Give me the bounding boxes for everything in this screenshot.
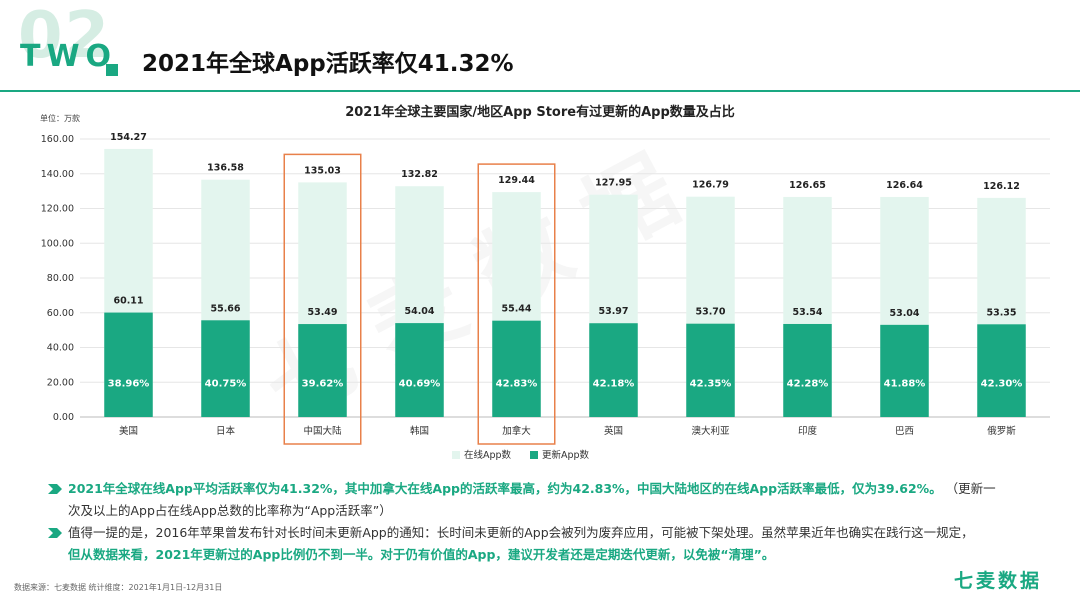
data-source: 数据来源：七麦数据 统计维度：2021年1月1日-12月31日 (14, 583, 223, 592)
value-label-online: 135.03 (304, 165, 341, 176)
y-tick-label: 80.00 (47, 273, 74, 284)
percent-label: 40.69% (399, 378, 441, 389)
bullet-text: 值得一提的是，2016年苹果曾发布针对长时间未更新App的通知：长时间未更新的A… (68, 525, 974, 540)
arrow-bullet-icon (48, 528, 62, 538)
value-label-online: 127.95 (595, 178, 632, 189)
page-title: 2021年全球App活跃率仅41.32% (142, 51, 514, 77)
y-tick-label: 120.00 (41, 204, 74, 215)
x-tick-label: 韩国 (410, 425, 429, 437)
bar-chart: 2021年全球主要国家/地区App Store有过更新的App数量及占比单位：万… (40, 104, 1050, 461)
unit-label: 单位：万款 (40, 113, 80, 123)
bar-updated-apps (492, 320, 541, 417)
legend-label-online: 在线App数 (464, 449, 512, 461)
value-label-updated: 53.70 (695, 307, 725, 318)
bullet-list: 2021年全球在线App平均活跃率仅为41.32%，其中加拿大在线App的活跃率… (44, 478, 1044, 566)
x-tick-label: 俄罗斯 (987, 425, 1016, 437)
value-label-online: 132.82 (401, 169, 438, 180)
percent-label: 42.18% (593, 378, 635, 389)
value-label-updated: 54.04 (404, 306, 434, 317)
percent-label: 41.88% (884, 378, 926, 389)
x-tick-label: 美国 (119, 425, 138, 437)
bar-updated-apps (104, 312, 153, 417)
y-tick-label: 40.00 (47, 343, 74, 354)
value-label-updated: 53.97 (598, 306, 628, 317)
value-label-online: 126.65 (789, 180, 826, 191)
percent-label: 38.96% (108, 378, 150, 389)
value-label-online: 136.58 (207, 163, 244, 174)
value-label-updated: 55.44 (501, 304, 531, 315)
bullet-text: 次及以上的App占在线App总数的比率称为“App活跃率”） (68, 503, 392, 518)
section-number: 02 (18, 0, 112, 73)
percent-label: 40.75% (205, 378, 247, 389)
section-label: TWO (20, 39, 118, 74)
value-label-updated: 53.54 (792, 307, 822, 318)
bar-updated-apps (298, 324, 347, 417)
value-label-online: 129.44 (498, 175, 535, 186)
chart-title: 2021年全球主要国家/地区App Store有过更新的App数量及占比 (345, 104, 735, 120)
percent-label: 42.28% (787, 378, 829, 389)
bullet-text: （更新一 (941, 481, 996, 496)
x-tick-label: 印度 (798, 425, 818, 437)
section-dot (106, 64, 118, 76)
bar-updated-apps (395, 323, 444, 417)
value-label-updated: 53.04 (889, 308, 919, 319)
y-tick-label: 0.00 (53, 412, 74, 423)
percent-label: 42.30% (981, 378, 1023, 389)
x-tick-label: 澳大利亚 (691, 425, 730, 437)
x-tick-label: 中国大陆 (303, 425, 342, 437)
x-tick-label: 巴西 (895, 426, 914, 437)
bar-updated-apps (977, 324, 1026, 417)
legend-swatch-updated (530, 451, 538, 459)
bar-updated-apps (201, 320, 250, 417)
value-label-online: 126.79 (692, 180, 729, 191)
chart-container: 2021年全球主要国家/地区App Store有过更新的App数量及占比单位：万… (0, 92, 1080, 472)
percent-label: 42.83% (496, 378, 538, 389)
value-label-online: 126.12 (983, 181, 1020, 192)
x-tick-label: 加拿大 (502, 425, 531, 437)
y-tick-label: 20.00 (47, 377, 74, 388)
bar-updated-apps (686, 323, 735, 417)
legend-label-updated: 更新App数 (542, 449, 590, 461)
bar-updated-apps (880, 324, 929, 417)
brand-logo: 七麦数据 (954, 570, 1043, 592)
value-label-updated: 53.35 (986, 307, 1016, 318)
y-tick-label: 100.00 (41, 238, 74, 249)
highlight-box (283, 153, 362, 445)
value-label-updated: 53.49 (307, 307, 337, 318)
bullet-item: 值得一提的是，2016年苹果曾发布针对长时间未更新App的通知：长时间未更新的A… (44, 522, 1044, 566)
value-label-updated: 60.11 (113, 296, 143, 307)
x-tick-label: 英国 (604, 425, 623, 437)
y-tick-label: 60.00 (47, 308, 74, 319)
bullet-highlight: 2021年全球在线App平均活跃率仅为41.32%，其中加拿大在线App的活跃率… (68, 481, 942, 496)
legend-swatch-online (452, 451, 460, 459)
y-tick-label: 140.00 (41, 169, 74, 180)
x-tick-label: 日本 (216, 425, 236, 437)
bullet-highlight: 但从数据来看，2021年更新过的App比例仍不到一半。对于仍有价值的App，建议… (68, 547, 775, 562)
bullet-item: 2021年全球在线App平均活跃率仅为41.32%，其中加拿大在线App的活跃率… (44, 478, 1044, 522)
title-divider (0, 90, 1080, 92)
percent-label: 39.62% (302, 378, 344, 389)
percent-label: 42.35% (690, 378, 732, 389)
bar-updated-apps (783, 323, 832, 417)
value-label-online: 126.64 (886, 180, 923, 191)
arrow-bullet-icon (48, 484, 62, 494)
value-label-updated: 55.66 (210, 303, 240, 314)
highlight-box (477, 163, 556, 445)
bar-updated-apps (589, 323, 638, 417)
y-tick-label: 160.00 (41, 134, 74, 145)
value-label-online: 154.27 (110, 132, 147, 143)
